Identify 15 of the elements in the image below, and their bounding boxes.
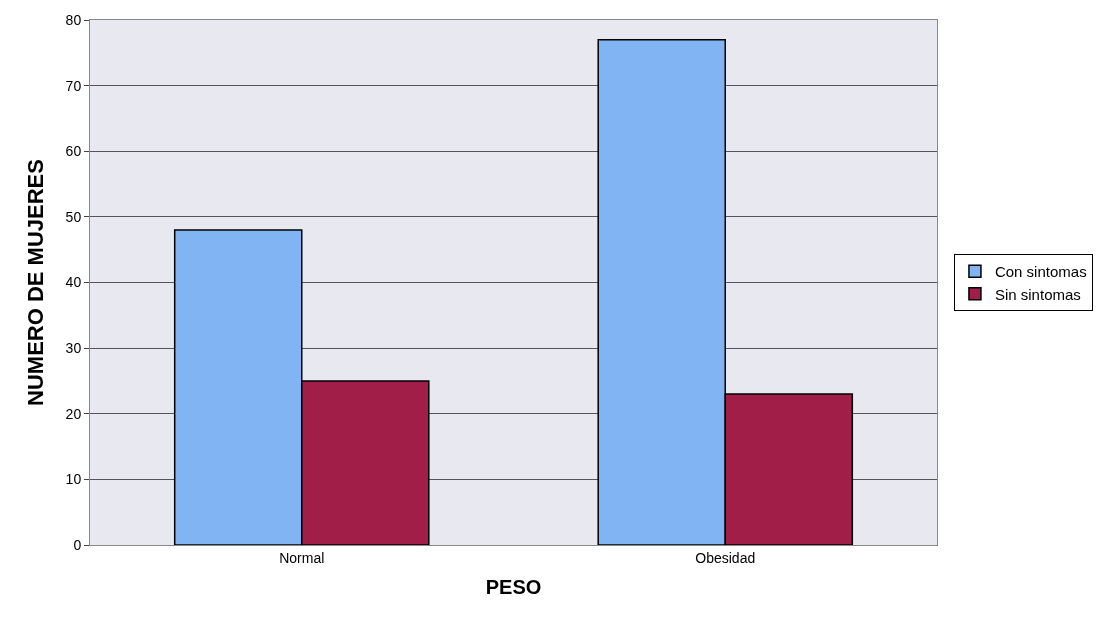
legend-label: Con sintomas [994, 263, 1087, 281]
y-tick-label: 20 [65, 405, 82, 422]
x-tick-label: Obesidad [695, 549, 756, 566]
y-tick-label: 40 [65, 274, 82, 291]
y-tick-label: 50 [65, 208, 82, 225]
y-tick-label: 10 [65, 471, 82, 488]
y-tick-label: 0 [73, 536, 82, 553]
y-tick-label: 30 [65, 340, 82, 357]
y-axis-title: NUMERO DE MUJERES [23, 159, 49, 406]
x-axis-title: PESO [485, 576, 542, 599]
y-tick-label: 60 [65, 143, 82, 160]
x-tick-label: Normal [279, 549, 325, 566]
y-tick-label: 70 [65, 77, 82, 94]
y-tick-label: 80 [65, 11, 82, 28]
legend-label: Sin sintomas [994, 285, 1081, 303]
